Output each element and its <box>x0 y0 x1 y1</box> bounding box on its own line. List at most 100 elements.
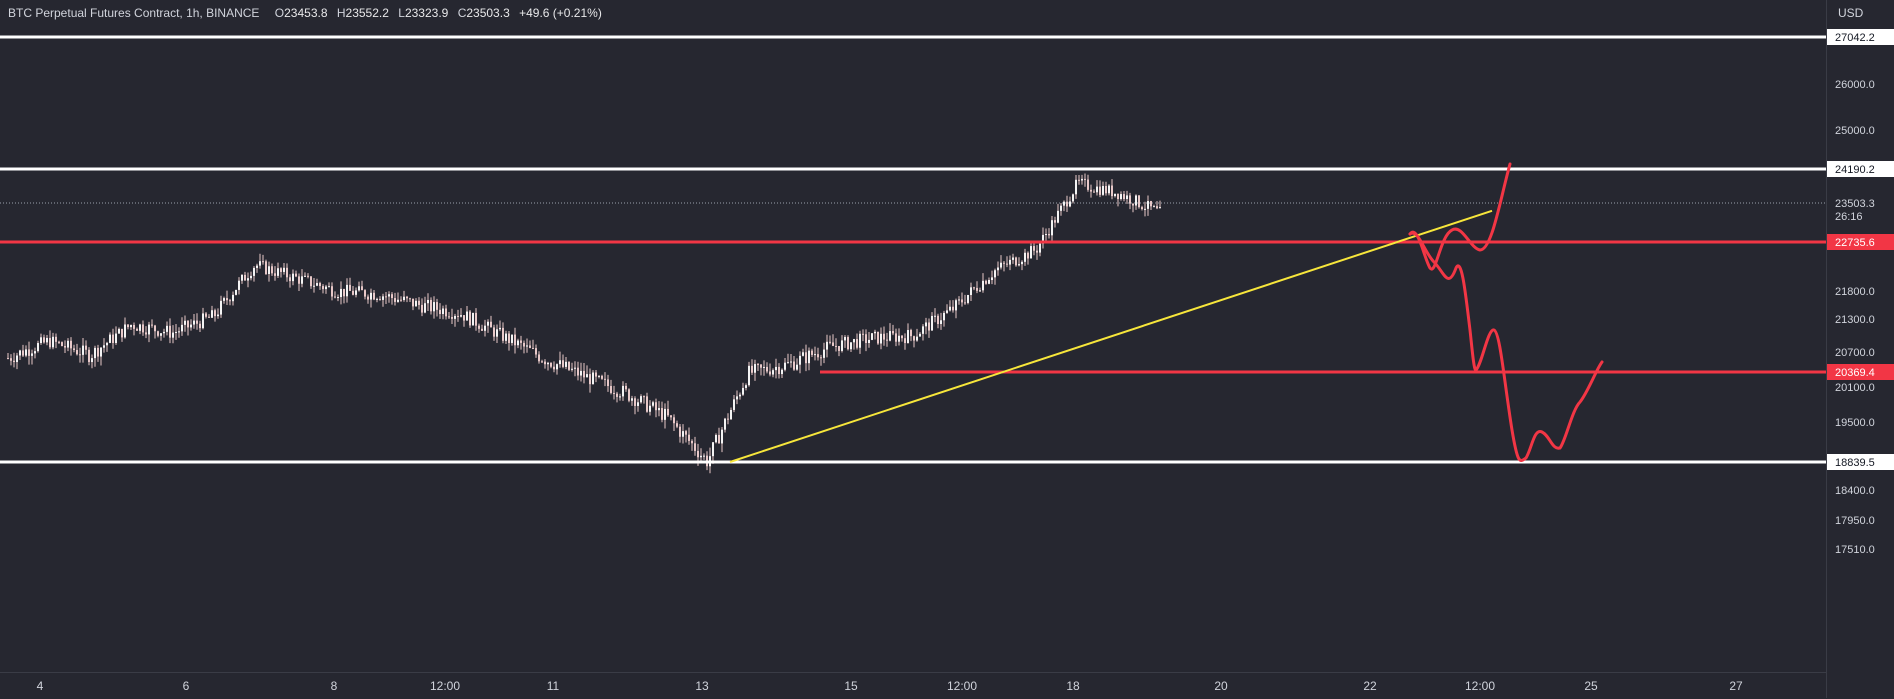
candle-body <box>1093 191 1095 193</box>
price-chart-svg[interactable] <box>0 0 1826 672</box>
time-tick-label: 12:00 <box>430 679 460 693</box>
candle-body <box>910 330 912 337</box>
time-tick-label: 22 <box>1363 679 1377 693</box>
candle-body <box>1147 201 1149 209</box>
candle-body <box>805 352 807 364</box>
bearish-projection-path[interactable] <box>1408 231 1604 462</box>
candle-body <box>442 308 444 315</box>
candle-body <box>745 385 747 388</box>
candle-body <box>670 415 672 418</box>
candle-body <box>532 347 534 349</box>
candle-body <box>400 299 402 301</box>
time-axis[interactable]: 4 6 8 12:00 11 13 15 12:00 18 20 22 12:00 25 27 <box>0 672 1826 699</box>
price-label-text: 18839.5 <box>1835 457 1875 469</box>
candle-body <box>1057 210 1059 223</box>
candle-body <box>943 312 945 321</box>
candle-body <box>934 315 936 317</box>
candle-body <box>1036 250 1038 253</box>
candle-body <box>484 325 486 331</box>
candle-body <box>637 402 639 406</box>
candle-body <box>1105 186 1107 194</box>
candle-body <box>79 354 81 356</box>
candle-body <box>355 290 357 295</box>
candle-body <box>658 408 660 411</box>
candle-body <box>991 277 993 281</box>
candle-body <box>691 440 693 444</box>
candle-body <box>196 320 198 324</box>
candle-body <box>760 364 762 368</box>
candle-body <box>124 324 126 338</box>
candle-body <box>925 322 927 327</box>
price-axis[interactable]: 26000.0 25000.0 21800.0 21300.0 20700.0 20100… <box>1826 0 1894 698</box>
candle-body <box>985 280 987 284</box>
candle-body <box>409 298 411 300</box>
candle-body <box>85 345 87 350</box>
candle-body <box>328 286 330 288</box>
candle-body <box>325 286 327 290</box>
candle-body <box>856 339 858 348</box>
candle-body <box>190 324 192 328</box>
candle-body <box>364 290 366 297</box>
candle-body <box>799 355 801 365</box>
candle-body <box>181 324 183 332</box>
candle-body <box>1123 194 1125 200</box>
candle-body <box>1117 193 1119 200</box>
candle-body <box>946 310 948 313</box>
candle-body <box>901 335 903 339</box>
candle-body <box>601 375 603 379</box>
candle-body <box>367 296 369 300</box>
candle-body <box>451 317 453 319</box>
candle-body <box>25 349 27 356</box>
candle-body <box>988 280 990 284</box>
candle-body <box>331 286 333 297</box>
candle-body <box>1024 252 1026 262</box>
candle-body <box>580 370 582 376</box>
candle-body <box>466 311 468 321</box>
candle-body <box>253 267 255 276</box>
candle-body <box>7 358 9 360</box>
candle-body <box>814 354 816 356</box>
candle-body <box>76 350 78 355</box>
candle-body <box>811 350 813 355</box>
candle-body <box>1090 189 1092 192</box>
candle-body <box>373 292 375 300</box>
candle-body <box>583 370 585 378</box>
close-value: 23503.3 <box>466 6 510 20</box>
candle-body <box>1141 207 1143 210</box>
bullish-projection-path[interactable] <box>1408 162 1512 271</box>
candle-body <box>202 313 204 329</box>
candle-body <box>1159 207 1161 209</box>
candle-body <box>1108 185 1110 194</box>
candle-body <box>268 266 270 274</box>
candle-body <box>424 303 426 313</box>
candle-body <box>919 333 921 337</box>
candle-body <box>427 299 429 304</box>
candle-body <box>751 365 753 373</box>
candle-body <box>1114 193 1116 197</box>
candle-body <box>883 333 885 340</box>
candle-body <box>889 331 891 341</box>
candle-body <box>133 324 135 329</box>
candle-body <box>712 442 714 457</box>
candle-body <box>568 361 570 370</box>
candle-body <box>937 315 939 324</box>
candle-body <box>460 315 462 317</box>
candle-body <box>1135 195 1137 206</box>
candle-body <box>688 434 690 441</box>
candle-body <box>475 312 477 326</box>
candle-body <box>415 300 417 307</box>
candle-body <box>598 375 600 377</box>
candle-body <box>643 396 645 398</box>
candle-body <box>445 308 447 317</box>
candle-body <box>685 431 687 435</box>
candle-body <box>775 366 777 371</box>
trendline[interactable] <box>729 209 1493 463</box>
candle-body <box>430 299 432 312</box>
high-value: 23552.2 <box>345 6 389 20</box>
candle-body <box>538 354 540 362</box>
candle-body <box>703 455 705 457</box>
price-tick-label: 26000.0 <box>1835 79 1875 91</box>
candle-body <box>46 337 48 343</box>
symbol-title[interactable]: BTC Perpetual Futures Contract, 1h, BINA… <box>8 6 260 20</box>
